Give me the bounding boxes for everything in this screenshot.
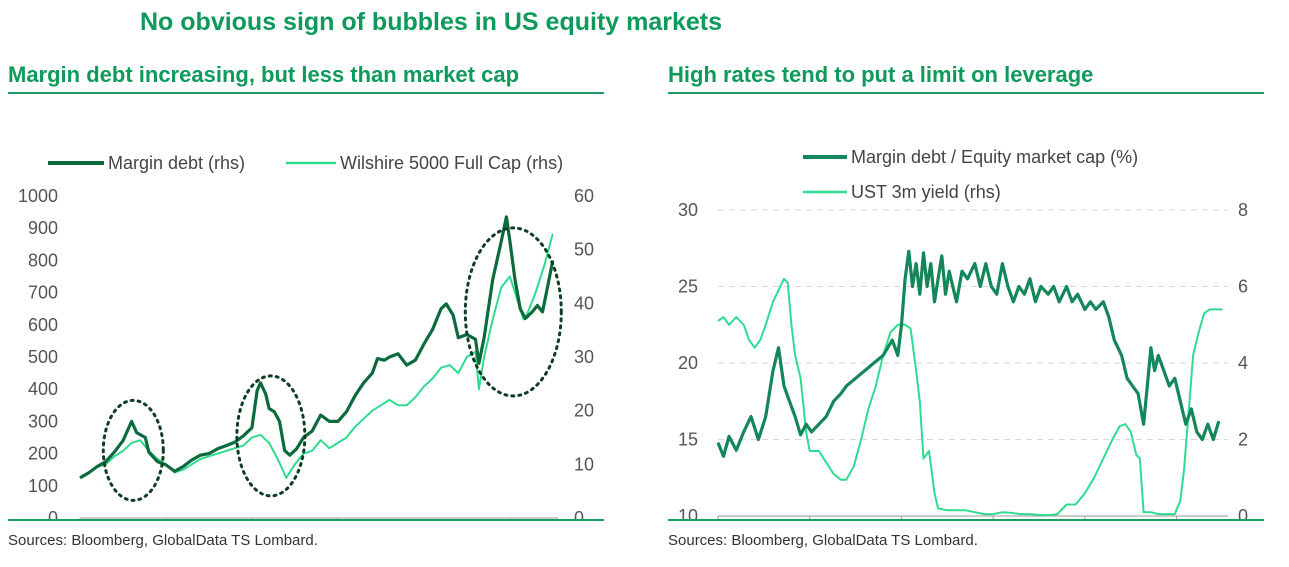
y-tick-label-right: 30	[574, 347, 594, 367]
y-tick-label-right: 40	[574, 293, 594, 313]
left-chart-title: Margin debt increasing, but less than ma…	[8, 62, 520, 87]
y-tick-label-left: 200	[28, 444, 58, 464]
y-tick-label-right: 10	[574, 454, 594, 474]
y-tick-label-left: 500	[28, 347, 58, 367]
right-source-note: Sources: Bloomberg, GlobalData TS Lombar…	[668, 532, 978, 549]
y-tick-label-left: 10	[678, 506, 698, 519]
y-tick-label-left: 800	[28, 250, 58, 270]
right-chart-panel: High rates tend to put a limit on levera…	[668, 58, 1264, 549]
y-tick-label-left: 300	[28, 411, 58, 431]
y-tick-label-left: 700	[28, 283, 58, 303]
y-tick-label-right: 0	[1238, 506, 1248, 519]
y-tick-label-right: 50	[574, 240, 594, 260]
y-tick-label-right: 60	[574, 186, 594, 206]
y-tick-label-right: 0	[574, 508, 584, 519]
left-title-rule	[8, 92, 604, 94]
y-tick-label-left: 25	[678, 277, 698, 297]
y-tick-label-right: 20	[574, 401, 594, 421]
series-line-secondary	[717, 277, 1223, 517]
left-source-note: Sources: Bloomberg, GlobalData TS Lombar…	[8, 532, 318, 549]
legend-label: Margin debt / Equity market cap (%)	[851, 147, 1138, 167]
y-tick-label-left: 20	[678, 353, 698, 373]
left-chart-panel: Margin debt increasing, but less than ma…	[8, 58, 604, 549]
page-title: No obvious sign of bubbles in US equity …	[140, 8, 723, 36]
left-chart: 0 100 200 300 400 500 600 700 800 900 1000 0 10 20 30 4…	[18, 153, 594, 519]
y-tick-label-left: 15	[678, 430, 698, 450]
y-tick-label-right: 6	[1238, 277, 1248, 297]
y-tick-label-left: 100	[28, 476, 58, 496]
right-title-rule	[668, 92, 1264, 94]
legend-label: Margin debt (rhs)	[108, 153, 245, 173]
highlight-ellipse	[235, 374, 307, 498]
series-line-primary	[716, 249, 1221, 458]
legend-label: Wilshire 5000 Full Cap (rhs)	[340, 153, 563, 173]
series-line-primary	[79, 215, 555, 480]
y-tick-label-left: 0	[48, 508, 58, 519]
y-tick-label-left: 30	[678, 200, 698, 220]
y-tick-label-left: 400	[28, 379, 58, 399]
y-tick-label-left: 1000	[18, 186, 58, 206]
highlight-ellipse	[101, 398, 165, 502]
right-bottom-rule	[668, 519, 1264, 521]
y-tick-label-right: 4	[1238, 353, 1248, 373]
y-tick-label-right: 8	[1238, 200, 1248, 220]
highlight-ellipse	[463, 226, 563, 398]
legend-label: UST 3m yield (rhs)	[851, 182, 1001, 202]
left-bottom-rule	[8, 519, 604, 521]
right-chart: 101520253002468199720022007201220172022M…	[678, 147, 1248, 519]
y-tick-label-left: 900	[28, 218, 58, 238]
y-tick-label-right: 2	[1238, 430, 1248, 450]
y-tick-label-left: 600	[28, 315, 58, 335]
right-chart-title: High rates tend to put a limit on levera…	[668, 62, 1094, 87]
